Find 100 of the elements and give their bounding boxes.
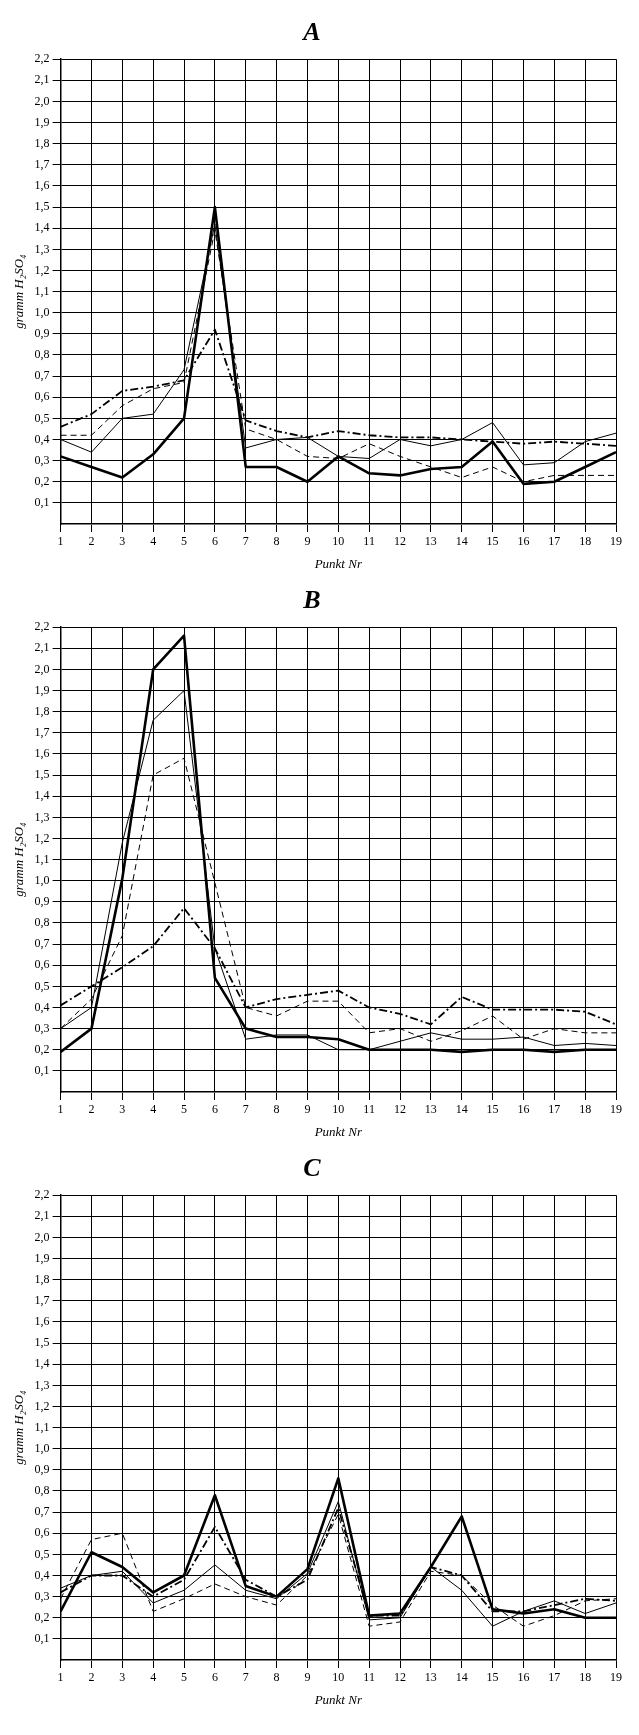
x-tick-label: 8 <box>273 1670 280 1685</box>
y-tick-label: 0,5 <box>34 1546 50 1561</box>
x-tick-label: 15 <box>486 534 499 549</box>
y-tick-label: 0,8 <box>34 915 50 930</box>
y-tick-label: 1,6 <box>34 746 50 761</box>
y-tick-label: 1,5 <box>34 199 50 214</box>
chart-title: A <box>301 17 321 47</box>
y-tick-label: 1,0 <box>34 304 50 319</box>
x-tick-label: 1 <box>57 1102 64 1117</box>
y-tick-label: 2,1 <box>34 72 50 87</box>
y-tick-label: 0,3 <box>34 452 50 467</box>
y-tick-label: 0,8 <box>34 347 50 362</box>
y-tick-label: 0,8 <box>34 1483 50 1498</box>
x-tick-label: 5 <box>181 1102 188 1117</box>
x-tick-label: 13 <box>424 1102 437 1117</box>
y-tick-label: 2,2 <box>34 51 50 66</box>
x-tick-label: 1 <box>57 1670 64 1685</box>
y-tick-label: 1,1 <box>34 851 50 866</box>
x-tick-label: 5 <box>181 534 188 549</box>
x-tick-label: 12 <box>394 534 407 549</box>
x-tick-label: 2 <box>88 534 95 549</box>
y-tick-label: 1,6 <box>34 1314 50 1329</box>
x-tick-label: 6 <box>211 1670 218 1685</box>
x-tick-label: 12 <box>394 1102 407 1117</box>
x-axis-title: Punkt Nr <box>313 555 363 571</box>
y-tick-label: 0,6 <box>34 1525 50 1540</box>
x-tick-label: 6 <box>211 1102 218 1117</box>
y-tick-label: 0,6 <box>34 389 50 404</box>
y-tick-label: 1,3 <box>34 1377 50 1392</box>
x-tick-label: 3 <box>119 534 126 549</box>
x-tick-label: 13 <box>424 534 437 549</box>
x-tick-label: 17 <box>548 534 561 549</box>
y-tick-label: 0,7 <box>34 936 50 951</box>
x-tick-label: 13 <box>424 1670 437 1685</box>
y-tick-label: 2,1 <box>34 640 50 655</box>
x-tick-label: 4 <box>150 1102 157 1117</box>
x-axis-title: Punkt Nr <box>313 1123 363 1139</box>
y-tick-label: 2,0 <box>34 93 50 108</box>
x-tick-label: 10 <box>332 1670 345 1685</box>
x-tick-label: 7 <box>242 534 249 549</box>
x-tick-label: 8 <box>273 1102 280 1117</box>
x-tick-label: 19 <box>610 1670 622 1685</box>
x-tick-label: 15 <box>486 1670 499 1685</box>
y-tick-label: 1,7 <box>34 156 50 171</box>
x-tick-label: 9 <box>304 534 311 549</box>
x-tick-label: 14 <box>455 1670 468 1685</box>
y-tick-label: 0,2 <box>34 1609 50 1624</box>
x-tick-label: 10 <box>332 534 345 549</box>
y-axis-title: gramm H₂SO₄ <box>11 253 27 329</box>
chart-title: C <box>303 1153 322 1183</box>
y-tick-label: 1,5 <box>34 1335 50 1350</box>
x-tick-label: 1 <box>57 534 64 549</box>
x-tick-label: 19 <box>610 534 622 549</box>
x-tick-label: 7 <box>242 1102 249 1117</box>
y-tick-label: 0,4 <box>34 431 50 446</box>
x-tick-label: 9 <box>304 1102 311 1117</box>
x-tick-label: 10 <box>332 1102 345 1117</box>
y-tick-label: 1,1 <box>34 283 50 298</box>
x-tick-label: 19 <box>610 1102 622 1117</box>
x-tick-label: 18 <box>579 1670 592 1685</box>
y-tick-label: 1,4 <box>34 788 50 803</box>
x-tick-label: 4 <box>150 534 157 549</box>
chart-title: B <box>302 585 321 615</box>
y-tick-label: 0,5 <box>34 978 50 993</box>
y-tick-label: 1,4 <box>34 1356 50 1371</box>
x-tick-label: 16 <box>517 534 530 549</box>
x-tick-label: 9 <box>304 1670 311 1685</box>
y-tick-label: 1,2 <box>34 262 50 277</box>
y-tick-label: 1,7 <box>34 1292 50 1307</box>
x-axis-title: Punkt Nr <box>313 1691 363 1707</box>
x-tick-label: 2 <box>88 1670 95 1685</box>
y-tick-label: 2,2 <box>34 619 50 634</box>
y-tick-label: 0,7 <box>34 368 50 383</box>
x-tick-label: 7 <box>242 1670 249 1685</box>
x-tick-label: 12 <box>394 1670 407 1685</box>
x-tick-label: 14 <box>455 1102 468 1117</box>
x-tick-label: 18 <box>579 1102 592 1117</box>
y-tick-label: 1,3 <box>34 809 50 824</box>
y-tick-label: 1,9 <box>34 114 50 129</box>
x-tick-label: 2 <box>88 1102 95 1117</box>
y-tick-label: 1,3 <box>34 241 50 256</box>
y-tick-label: 1,8 <box>34 135 50 150</box>
y-tick-label: 0,9 <box>34 1462 50 1477</box>
y-tick-label: 0,4 <box>34 999 50 1014</box>
x-tick-label: 16 <box>517 1102 530 1117</box>
y-tick-label: 1,9 <box>34 1250 50 1265</box>
y-tick-label: 1,2 <box>34 1398 50 1413</box>
y-tick-label: 1,8 <box>34 1271 50 1286</box>
y-tick-label: 1,9 <box>34 682 50 697</box>
y-tick-label: 0,9 <box>34 894 50 909</box>
x-tick-label: 11 <box>363 534 375 549</box>
y-tick-label: 0,9 <box>34 326 50 341</box>
y-tick-label: 0,1 <box>34 495 50 510</box>
y-tick-label: 2,2 <box>34 1187 50 1202</box>
y-tick-label: 1,7 <box>34 724 50 739</box>
x-tick-label: 11 <box>363 1670 375 1685</box>
y-tick-label: 2,0 <box>34 661 50 676</box>
x-tick-label: 17 <box>548 1670 561 1685</box>
x-tick-label: 18 <box>579 534 592 549</box>
x-tick-label: 6 <box>211 534 218 549</box>
